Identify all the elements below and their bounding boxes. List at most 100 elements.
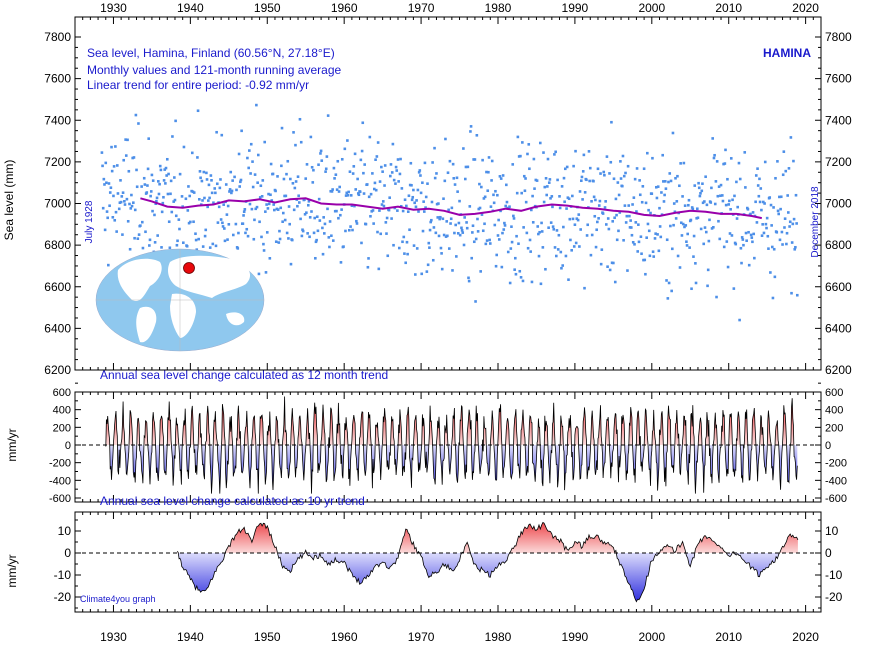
data-point [404, 261, 408, 265]
data-point [536, 225, 540, 228]
data-point [753, 256, 756, 260]
data-point [172, 200, 175, 203]
data-point [556, 248, 560, 251]
data-point [504, 204, 507, 208]
data-point [207, 199, 210, 202]
data-point [308, 235, 311, 239]
data-point [763, 202, 766, 205]
data-point [330, 234, 333, 238]
data-point [173, 198, 177, 202]
data-point [769, 271, 772, 274]
data-point [298, 117, 302, 121]
x-tick-label-bottom: 1940 [177, 630, 204, 644]
data-point [285, 231, 289, 235]
data-point [657, 249, 661, 253]
data-point [676, 254, 680, 258]
data-point [696, 216, 700, 220]
data-point [379, 232, 383, 236]
data-point [597, 204, 601, 207]
data-point [242, 210, 246, 214]
data-point [668, 172, 672, 175]
data-point [699, 227, 703, 231]
data-point [156, 234, 159, 237]
data-point [629, 219, 632, 222]
data-point [499, 209, 502, 213]
data-point [371, 209, 375, 212]
data-point [410, 198, 414, 202]
y-tick-label-left: 200 [53, 422, 71, 434]
data-point [421, 181, 424, 185]
data-point [405, 204, 408, 208]
data-point [149, 194, 152, 198]
data-point [247, 166, 250, 170]
data-point [433, 176, 437, 180]
data-point [496, 234, 500, 237]
data-point [252, 237, 256, 241]
data-point [681, 222, 685, 226]
data-point [517, 242, 520, 246]
data-point [284, 194, 288, 198]
data-point [292, 208, 296, 212]
data-point [338, 185, 341, 189]
data-point [609, 160, 613, 164]
data-point [115, 230, 118, 233]
data-point [353, 152, 357, 156]
data-point [124, 138, 127, 141]
data-point [546, 157, 550, 161]
data-point [434, 231, 438, 235]
data-point [617, 229, 620, 233]
data-point [759, 187, 763, 190]
data-point [449, 217, 453, 221]
data-point [629, 226, 633, 229]
data-point [337, 216, 340, 220]
data-point [452, 177, 456, 180]
x-tick-label-top: 1990 [562, 1, 589, 15]
data-point [269, 162, 273, 166]
data-point [439, 215, 442, 219]
data-point [724, 203, 728, 207]
data-point [396, 209, 399, 212]
y-tick-label-right: 7800 [825, 30, 852, 44]
data-point [596, 167, 600, 171]
data-point [254, 207, 258, 211]
data-point [503, 221, 506, 225]
data-point [487, 156, 491, 159]
data-point [255, 205, 259, 209]
data-point [250, 207, 254, 211]
data-point [157, 192, 161, 196]
data-point [299, 217, 302, 221]
data-point [682, 161, 686, 165]
data-point [205, 178, 209, 181]
data-point [446, 234, 449, 238]
data-point [400, 187, 404, 190]
data-point [161, 201, 165, 205]
data-point [213, 187, 217, 190]
data-point [361, 121, 365, 125]
data-point [673, 210, 677, 214]
data-point [128, 247, 132, 251]
data-point [424, 195, 428, 199]
data-point [122, 158, 126, 162]
data-point [773, 275, 777, 279]
data-point [561, 264, 565, 267]
data-point [727, 203, 731, 206]
data-point [656, 233, 659, 236]
data-point [424, 206, 427, 209]
data-point [280, 164, 283, 168]
data-point [465, 221, 468, 224]
data-point [716, 194, 720, 198]
monthly-trend-area [105, 396, 798, 494]
data-point [220, 133, 224, 137]
data-point [427, 241, 431, 245]
data-point [522, 226, 525, 229]
data-point [216, 221, 220, 224]
data-point [359, 158, 363, 162]
data-point [328, 220, 332, 223]
data-point [243, 208, 247, 211]
data-point [740, 236, 744, 239]
data-point [665, 238, 669, 242]
data-point [777, 212, 781, 216]
data-point [717, 219, 720, 223]
data-point [501, 174, 505, 177]
data-point [292, 131, 295, 134]
